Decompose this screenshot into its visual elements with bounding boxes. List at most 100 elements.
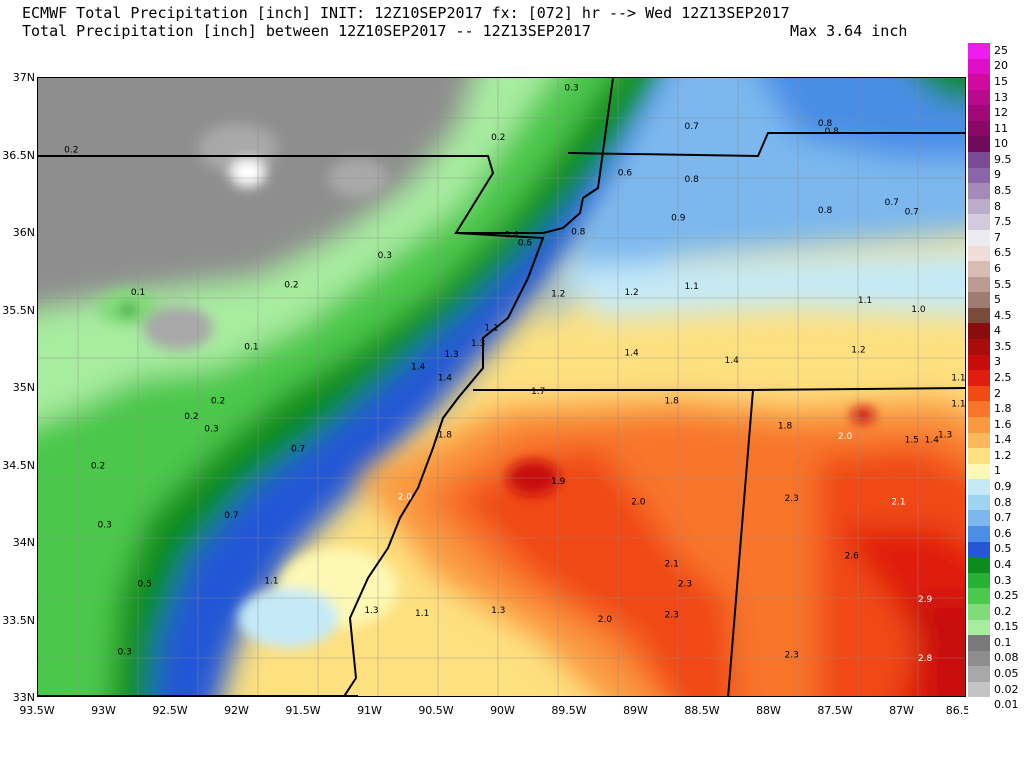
longitude-tick-label: 90.5W [418, 704, 454, 717]
legend-label: 10 [994, 137, 1008, 151]
contour-value-label: 1.3 [491, 606, 505, 616]
legend-swatch [968, 245, 990, 262]
contour-value-label: 1.9 [551, 477, 566, 487]
legend-swatch [968, 432, 990, 449]
legend-label: 1.2 [994, 448, 1012, 462]
legend-label: 0.15 [994, 620, 1019, 634]
legend-swatch [968, 229, 990, 247]
precipitation-map[interactable]: 0.3 0.2 0.2 0.7 0.8 0.8 0.6 0.8 0.9 0.8 0.7 0.7 0.8 0… [37, 77, 966, 697]
longitude-tick-label: 89W [623, 704, 648, 717]
legend-label: 0.8 [994, 495, 1012, 509]
contour-value-label: 0.8 [571, 228, 586, 238]
legend-label: 2.5 [994, 371, 1012, 384]
contour-value-label: 2.0 [598, 615, 613, 625]
legend-swatch [968, 261, 990, 278]
contour-value-label: 1.8 [664, 397, 679, 407]
contour-value-label: 0.8 [818, 119, 833, 129]
contour-value-label: 2.0 [838, 432, 853, 442]
legend-label: 0.3 [994, 573, 1012, 587]
legend-swatch [968, 307, 990, 324]
contour-value-label: 1.3 [938, 431, 952, 441]
latitude-tick-label: 34N [12, 536, 35, 549]
longitude-tick-label: 91W [357, 704, 382, 717]
legend-swatch [968, 401, 990, 418]
legend-swatch [968, 588, 990, 605]
contour-value-label: 0.8 [825, 127, 840, 137]
legend-label: 8 [994, 199, 1001, 213]
contour-value-label: 1.0 [911, 305, 926, 315]
legend-swatch [968, 198, 990, 215]
contour-value-label: 1.1 [951, 400, 965, 410]
contour-value-label: 1.3 [364, 606, 378, 616]
latitude-tick-label: 36.5N [2, 148, 35, 162]
longitude-tick-label: 92W [224, 704, 249, 717]
map-canvas: 0.30.20.20.7 0.80.80.60.80.90.80.70.70.80… [38, 78, 965, 696]
contour-value-label: 0.4 [504, 231, 519, 241]
legend-label: 1.8 [994, 402, 1012, 416]
legend-label: 6 [994, 261, 1001, 275]
legend-label: 0.6 [994, 526, 1012, 540]
legend-label: 3.5 [994, 339, 1012, 353]
max-value-label: Max 3.64 inch [790, 22, 908, 40]
legend-swatch [968, 120, 990, 137]
contour-value-label: 0.3 [118, 648, 132, 658]
contour-value-label: 1.2 [624, 288, 638, 298]
latitude-tick-label: 36N [12, 226, 35, 239]
longitude-tick-label: 93W [91, 704, 116, 717]
legend-swatch [968, 681, 990, 698]
legend-swatch [968, 635, 990, 652]
contour-value-label: 0.7 [905, 207, 919, 217]
contour-value-label: 0.5 [138, 579, 152, 589]
legend-label: 4 [994, 324, 1001, 338]
legend-swatch [968, 479, 990, 496]
contour-value-label: 0.7 [291, 445, 305, 455]
contour-value-label: 1.4 [725, 356, 740, 366]
latitude-tick-label: 33N [12, 691, 35, 704]
contour-value-label: 2.3 [785, 651, 799, 661]
legend-swatch [968, 510, 990, 527]
contour-value-label: 0.2 [184, 412, 198, 422]
contour-value-label: 0.2 [64, 145, 78, 155]
contour-value-label: 2.0 [631, 497, 646, 507]
legend-swatch [968, 339, 990, 356]
legend-label: 11 [994, 121, 1008, 135]
contour-value-label: 2.8 [918, 654, 933, 664]
chart-subtitle: Total Precipitation [inch] between 12Z10… [22, 22, 591, 40]
legend-swatch [968, 58, 990, 75]
legend-label: 0.4 [994, 557, 1012, 571]
legend-label: 12 [994, 106, 1008, 120]
legend-swatch [968, 214, 990, 231]
contour-value-label: 1.4 [411, 362, 426, 372]
longitude-tick-label: 87W [889, 704, 914, 717]
legend-label: 9 [994, 168, 1001, 182]
legend-swatch [968, 74, 990, 91]
contour-value-label: 2.3 [785, 494, 799, 504]
legend-label: 2 [994, 386, 1001, 400]
contour-value-label: 0.8 [818, 206, 833, 216]
legend-swatch [968, 650, 990, 667]
legend-swatch [968, 105, 990, 122]
legend-swatch [968, 89, 990, 106]
contour-value-label: 1.1 [858, 296, 872, 306]
contour-value-label: 0.1 [131, 288, 145, 298]
contour-value-label: 0.1 [244, 342, 258, 352]
contour-value-label: 1.4 [925, 435, 940, 445]
contour-value-label: 0.2 [284, 280, 298, 290]
legend-label: 5 [994, 293, 1001, 307]
legend-label: 0.9 [994, 480, 1012, 494]
legend-swatch [968, 370, 990, 387]
contour-labels: 0.30.20.20.7 0.80.80.60.80.90.80.70.70.80… [64, 83, 965, 663]
legend-label: 9.5 [994, 152, 1012, 166]
contour-value-label: 0.9 [671, 214, 686, 224]
legend-label: 7.5 [994, 215, 1012, 229]
precip-shading [38, 78, 965, 696]
legend-swatch [968, 572, 990, 589]
legend-label: 5.5 [994, 277, 1012, 291]
longitude-tick-label: 93.5W [19, 704, 55, 717]
legend-label: 0.01 [994, 698, 1019, 712]
contour-value-label: 1.1 [951, 373, 965, 383]
contour-value-label: 1.4 [624, 348, 639, 358]
legend-label: 13 [994, 90, 1008, 104]
legend-swatch [968, 276, 990, 293]
legend-label: 1 [994, 464, 1001, 478]
